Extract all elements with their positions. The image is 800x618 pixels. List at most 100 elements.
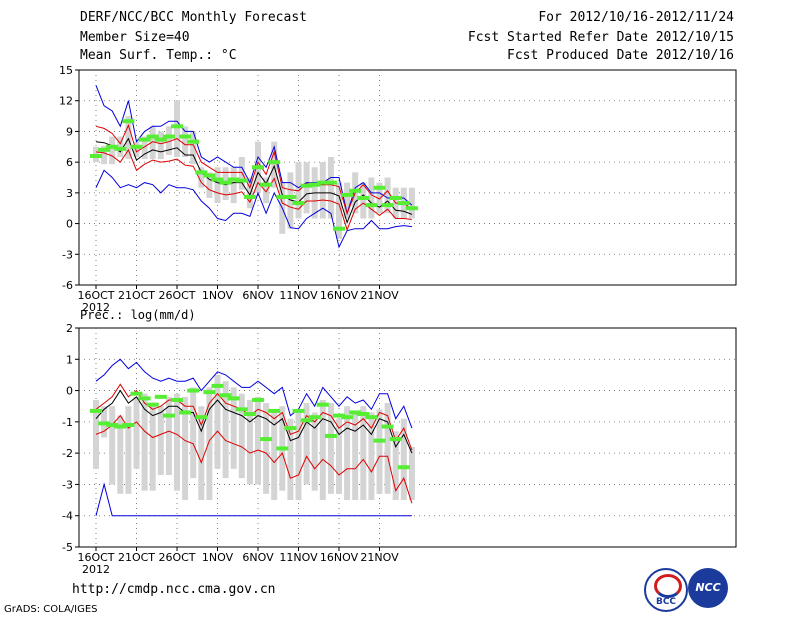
temp-observed-marker (276, 194, 289, 199)
temp-observed-marker (357, 195, 370, 200)
prec-observed-marker (179, 410, 192, 415)
prec-year-label: 2012 (82, 563, 110, 576)
temp-observed-marker (211, 177, 224, 182)
temp-spread-box (327, 157, 334, 219)
prec-observed-marker (146, 402, 159, 407)
temp-observed-marker (195, 170, 208, 175)
prec-spread-box (238, 393, 245, 479)
prec-observed-marker (292, 408, 305, 413)
temp-observed-marker (268, 160, 281, 165)
temp-observed-marker (381, 203, 394, 208)
temp-observed-marker (300, 183, 313, 188)
prec-observed-marker (300, 418, 313, 423)
chart-title: DERF/NCC/BCC Monthly Forecast (80, 10, 307, 25)
temp-xtick-label: 6NOV (242, 289, 274, 302)
prec-spread-box (198, 406, 205, 501)
temp-spread-box (125, 116, 132, 160)
prec-mean-line (95, 389, 413, 454)
prec-ytick-label: 0 (66, 385, 73, 398)
temp-xtick-label: 11NOV (279, 289, 318, 302)
temp-observed-marker (341, 192, 354, 197)
prec-observed-marker (333, 413, 345, 418)
prec-observed-marker (243, 412, 256, 417)
prec-observed-marker (381, 424, 394, 429)
temp-spread-box (190, 131, 197, 165)
temp-ytick-label: -6 (62, 279, 73, 292)
prec-spread-box (190, 387, 197, 479)
temp-ytick-label: 3 (66, 187, 73, 200)
temp-observed-marker (405, 206, 418, 211)
prec-spread-box (182, 396, 189, 501)
prec-max-line (95, 358, 413, 429)
temp-ytick-label: -3 (62, 248, 73, 261)
temp-spread-box (157, 131, 164, 160)
prec-spread-box (246, 399, 253, 485)
temp-observed-marker (122, 119, 135, 124)
temp-observed-marker (365, 203, 378, 208)
prec-spread-box (214, 374, 221, 469)
temp-observed-marker (98, 147, 111, 152)
prec-observed-marker (357, 412, 370, 417)
temp-ytick-label: 0 (66, 218, 73, 231)
prec-spread-box (165, 396, 172, 476)
prec-observed-marker (122, 422, 135, 427)
prec-spread-box (263, 403, 270, 494)
prec-spread-box (125, 406, 132, 494)
prec-observed-marker (138, 396, 151, 401)
temp-ytick-label: 6 (66, 156, 73, 169)
prec-spread-box (295, 409, 302, 501)
temp-observed-marker (373, 185, 386, 190)
temp-observed-marker (252, 165, 264, 170)
temp-observed-marker (187, 139, 200, 144)
prec-observed-marker (106, 422, 119, 427)
temp-spread-box (319, 162, 326, 219)
temp-observed-marker (203, 173, 216, 178)
temp-observed-marker (333, 226, 345, 231)
temp-observed-marker (171, 124, 183, 129)
prec-spread-box (141, 393, 148, 491)
prec-spread-box (344, 406, 351, 501)
prec-spread-box (408, 446, 415, 501)
prec-observed-marker (308, 415, 321, 420)
prec-xtick-label: 1NOV (202, 551, 234, 564)
prec-observed-marker (276, 446, 289, 451)
temp-observed-marker (106, 144, 119, 149)
prec-spread-box (133, 396, 140, 469)
temp-observed-marker (235, 178, 248, 183)
prec-observed-marker (397, 465, 410, 470)
prec-observed-marker (171, 397, 183, 402)
temp-spread-box (206, 172, 213, 198)
prec-spread-box (117, 415, 124, 494)
temp-spread-box (101, 145, 108, 165)
temp-spread-box (360, 182, 367, 219)
prec-ytick-label: 1 (66, 353, 73, 366)
temp-spread-box (344, 182, 351, 219)
temp-observed-marker (179, 134, 192, 139)
prec-xtick-label: 6NOV (242, 551, 274, 564)
temp-observed-marker (162, 134, 175, 139)
prec-observed-marker (98, 421, 111, 426)
temp-lower-band-line (95, 148, 412, 232)
prec-spread-box (206, 387, 213, 501)
prec-spread-box (319, 399, 326, 501)
temp-observed-marker (219, 180, 232, 185)
prec-ytick-label: -1 (62, 416, 73, 429)
precip-panel-title: Prec.: log(mm/d) (80, 308, 196, 322)
temp-max-line (95, 85, 413, 216)
prec-xtick-label: 21OCT (118, 551, 155, 564)
temp-frame (78, 69, 737, 286)
prec-spread-box (149, 403, 156, 491)
temp-spread-box (133, 141, 140, 158)
prec-observed-marker (373, 438, 386, 443)
prec-observed-marker (219, 393, 232, 398)
bcc-logo-text: BCC (655, 597, 677, 607)
prec-spread-box (384, 403, 391, 494)
temp-spread-box (182, 126, 189, 158)
source-url-link[interactable]: http://cmdp.ncc.cma.gov.cn (72, 582, 276, 597)
prec-observed-marker (154, 394, 167, 399)
temp-observed-marker (130, 144, 143, 149)
temp-observed-marker (154, 137, 167, 142)
prec-spread-box (303, 403, 310, 485)
prec-ytick-label: -2 (62, 447, 73, 460)
